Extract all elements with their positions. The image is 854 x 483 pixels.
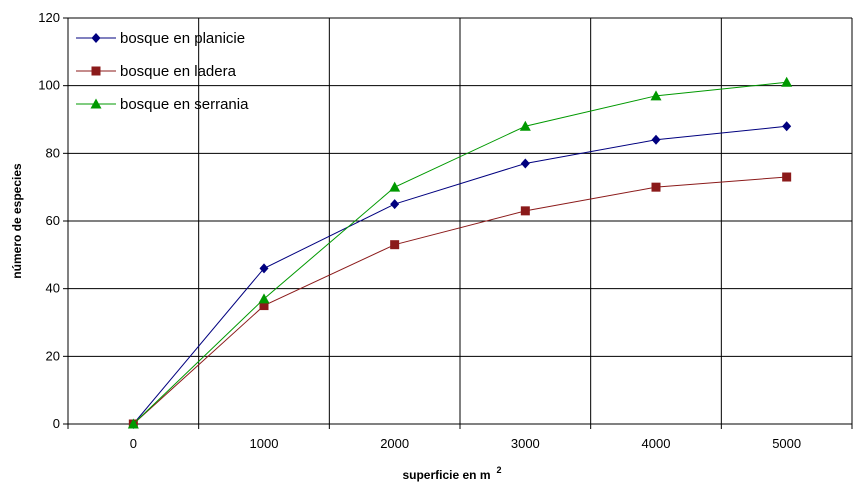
y-tick-label: 40 <box>46 281 60 296</box>
data-point <box>520 206 530 216</box>
data-point <box>259 263 269 274</box>
data-point <box>520 158 530 169</box>
y-tick-label: 120 <box>38 10 60 25</box>
x-tick-label: 5000 <box>772 436 801 451</box>
data-point <box>127 418 139 429</box>
data-point <box>258 293 270 304</box>
y-tick-label: 100 <box>38 78 60 93</box>
legend-marker <box>91 33 101 43</box>
x-axis-title-superscript: 2 <box>497 465 502 475</box>
legend-item: bosque en planicie <box>76 30 245 47</box>
y-tick-label: 80 <box>46 145 60 160</box>
data-point <box>651 134 661 145</box>
y-tick-label: 60 <box>46 213 60 228</box>
data-point <box>259 301 269 311</box>
x-tick-label: 1000 <box>250 436 279 451</box>
series-line <box>132 81 787 425</box>
y-tick-label: 20 <box>46 348 60 363</box>
x-tick-label: 2000 <box>380 436 409 451</box>
legend-marker <box>91 66 101 76</box>
data-point <box>390 199 400 210</box>
x-tick-label: 4000 <box>642 436 671 451</box>
legend-label: bosque en serrania <box>120 96 249 113</box>
data-point <box>782 121 792 132</box>
legend-label: bosque en planicie <box>120 30 245 47</box>
legend: bosque en planicie bosque en ladera bosque… <box>76 30 249 113</box>
x-tick-label: 0 <box>130 436 137 451</box>
data-point <box>650 90 662 101</box>
legend-item: bosque en serrania <box>76 96 249 113</box>
legend-label: bosque en ladera <box>120 63 237 80</box>
data-point <box>390 240 400 250</box>
legend-item: bosque en ladera <box>76 63 237 80</box>
legend-marker <box>90 98 102 109</box>
y-axis-title: número de especies <box>10 163 24 279</box>
data-point <box>781 76 793 87</box>
x-axis-title: superficie en m 2 <box>402 465 501 482</box>
axes <box>63 17 853 429</box>
data-point <box>651 182 661 192</box>
x-tick-labels: 0 1000 2000 3000 4000 5000 <box>130 436 801 451</box>
y-tick-labels: 0 20 40 60 80 100 120 <box>38 10 60 431</box>
series-line <box>132 125 787 425</box>
series-2 <box>127 76 793 429</box>
gridlines <box>68 17 853 424</box>
data-point <box>519 120 531 131</box>
y-tick-label: 0 <box>53 416 60 431</box>
series-line <box>132 176 787 425</box>
x-tick-label: 3000 <box>511 436 540 451</box>
data-point <box>782 172 792 182</box>
data-point <box>389 181 401 192</box>
data-series <box>127 76 793 429</box>
x-axis-title-text: superficie en m <box>402 468 490 482</box>
